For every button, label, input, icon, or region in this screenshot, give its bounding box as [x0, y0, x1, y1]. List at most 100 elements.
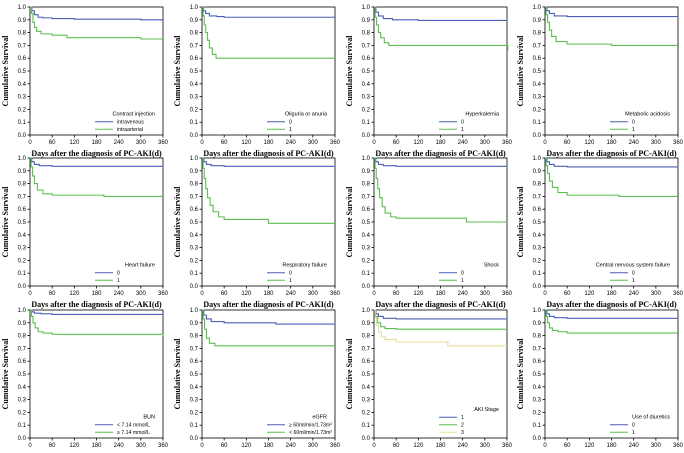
- y-tick-label: 0.4: [533, 233, 542, 239]
- y-tick-label: 0.4: [190, 82, 199, 88]
- y-tick-label: 0.1: [18, 120, 27, 126]
- y-tick-label: 0.0: [190, 436, 199, 442]
- y-tick-label: 0.3: [362, 95, 371, 101]
- series-line-2: [545, 6, 678, 46]
- y-tick-label: 0.9: [18, 321, 27, 327]
- y-tick-label: 0.8: [533, 182, 542, 188]
- y-tick-label: 1.0: [190, 5, 199, 11]
- legend-label-2: < 60ml/min/1.73m²: [289, 430, 332, 436]
- y-tick-label: 0.6: [362, 359, 371, 365]
- x-tick-label: 360: [158, 443, 169, 449]
- y-tick-label: 1.0: [533, 308, 542, 314]
- x-tick-label: 180: [435, 291, 446, 297]
- y-tick-label: 0.5: [533, 69, 542, 75]
- y-tick-label: 0.4: [362, 233, 371, 239]
- y-tick-label: 0.0: [362, 133, 371, 139]
- x-tick-label: 180: [91, 140, 102, 146]
- x-tick-label: 60: [564, 140, 571, 146]
- y-tick-label: 1.0: [18, 308, 27, 314]
- legend-title: Oliguria or anuria: [285, 112, 328, 118]
- y-tick-label: 0.7: [362, 194, 371, 200]
- x-tick-label: 300: [136, 291, 147, 297]
- legend-label-2: intraarterial: [117, 127, 143, 133]
- x-tick-label: 120: [241, 291, 252, 297]
- legend-label-2: 1: [289, 278, 292, 284]
- x-tick-label: 120: [413, 291, 424, 297]
- y-tick-label: 0.4: [533, 82, 542, 88]
- x-tick-label: 0: [28, 140, 32, 146]
- y-tick-label: 0.8: [190, 182, 199, 188]
- y-tick-label: 0.6: [190, 359, 199, 365]
- x-tick-label: 180: [263, 140, 274, 146]
- y-tick-label: 0.9: [362, 321, 371, 327]
- y-tick-label: 0.7: [190, 346, 199, 352]
- x-tick-label: 120: [69, 443, 80, 449]
- y-tick-label: 0.4: [18, 385, 27, 391]
- x-axis-label: Days after the diagnosis of PC-AKI(d): [31, 149, 162, 158]
- y-tick-label: 0.8: [533, 334, 542, 340]
- legend-label-2: 2: [461, 423, 464, 429]
- legend-label-2: 1: [632, 278, 635, 284]
- y-tick-label: 0.5: [190, 372, 199, 378]
- x-tick-label: 60: [221, 140, 228, 146]
- series-line-1: [30, 6, 163, 21]
- x-tick-label: 120: [413, 443, 424, 449]
- y-tick-label: 0.2: [18, 107, 27, 113]
- series-line-1: [30, 157, 164, 167]
- legend-label-3: 3: [461, 430, 464, 436]
- x-tick-label: 120: [584, 140, 595, 146]
- legend-title: Hyperkalemia: [465, 112, 500, 118]
- x-tick-label: 120: [69, 140, 80, 146]
- y-tick-label: 0.0: [533, 284, 542, 290]
- legend-title: Heart failure: [125, 263, 155, 269]
- x-tick-label: 300: [308, 140, 319, 146]
- x-tick-label: 240: [114, 443, 125, 449]
- y-tick-label: 0.6: [533, 359, 542, 365]
- y-tick-label: 0.5: [362, 69, 371, 75]
- y-tick-label: 0.8: [362, 31, 371, 37]
- legend-title: eGFR: [312, 415, 327, 421]
- x-tick-label: 120: [69, 291, 80, 297]
- x-tick-label: 0: [200, 291, 204, 297]
- x-tick-label: 180: [606, 443, 617, 449]
- legend-title: Contrast injection: [113, 112, 156, 118]
- x-tick-label: 60: [49, 140, 56, 146]
- chart-panel-7: 0.0 0.1 0.2 0.3 0.4 0.5 0.6 0.7 0.8 0.9 1.0 0 60 120 1…: [345, 156, 513, 309]
- x-tick-label: 300: [480, 140, 491, 146]
- y-tick-label: 0.4: [18, 233, 27, 239]
- y-tick-label: 0.8: [18, 31, 27, 37]
- legend-label-2: 1: [289, 127, 292, 133]
- y-axis-label: Cumulative Survival: [345, 35, 354, 107]
- legend-label-2: 1: [461, 127, 464, 133]
- series-line-1: [545, 309, 679, 319]
- series-line-2: [202, 309, 335, 347]
- x-tick-label: 300: [651, 291, 662, 297]
- chart-panel-4: 0.0 0.1 0.2 0.3 0.4 0.5 0.6 0.7 0.8 0.9 1.0 0 60 120 1…: [516, 5, 684, 158]
- y-tick-label: 0.9: [190, 169, 199, 175]
- y-tick-label: 0.6: [362, 56, 371, 62]
- x-tick-label: 360: [673, 291, 684, 297]
- x-tick-label: 240: [629, 140, 640, 146]
- y-tick-label: 0.0: [190, 284, 199, 290]
- legend-label-1: 0: [632, 271, 635, 277]
- x-axis-label: Days after the diagnosis of PC-AKI(d): [546, 300, 677, 309]
- y-tick-label: 0.3: [18, 398, 27, 404]
- y-tick-label: 0.5: [190, 69, 199, 75]
- series-line-1: [545, 157, 679, 168]
- y-tick-label: 0.1: [533, 271, 542, 277]
- series-line-3: [374, 309, 507, 347]
- y-tick-label: 0.4: [190, 233, 199, 239]
- series-line-2: [30, 309, 164, 336]
- chart-panel-12: 0.0 0.1 0.2 0.3 0.4 0.5 0.6 0.7 0.8 0.9 1.0 0 60 120 1…: [516, 308, 684, 453]
- x-tick-label: 60: [221, 291, 228, 297]
- y-tick-label: 0.8: [362, 334, 371, 340]
- series-line-2: [374, 309, 507, 330]
- x-tick-label: 0: [543, 291, 547, 297]
- x-tick-label: 60: [393, 140, 400, 146]
- y-tick-label: 0.4: [533, 385, 542, 391]
- y-tick-label: 0.7: [533, 194, 542, 200]
- legend-label-1: 0: [461, 120, 464, 126]
- y-tick-label: 1.0: [533, 5, 542, 11]
- x-tick-label: 240: [114, 140, 125, 146]
